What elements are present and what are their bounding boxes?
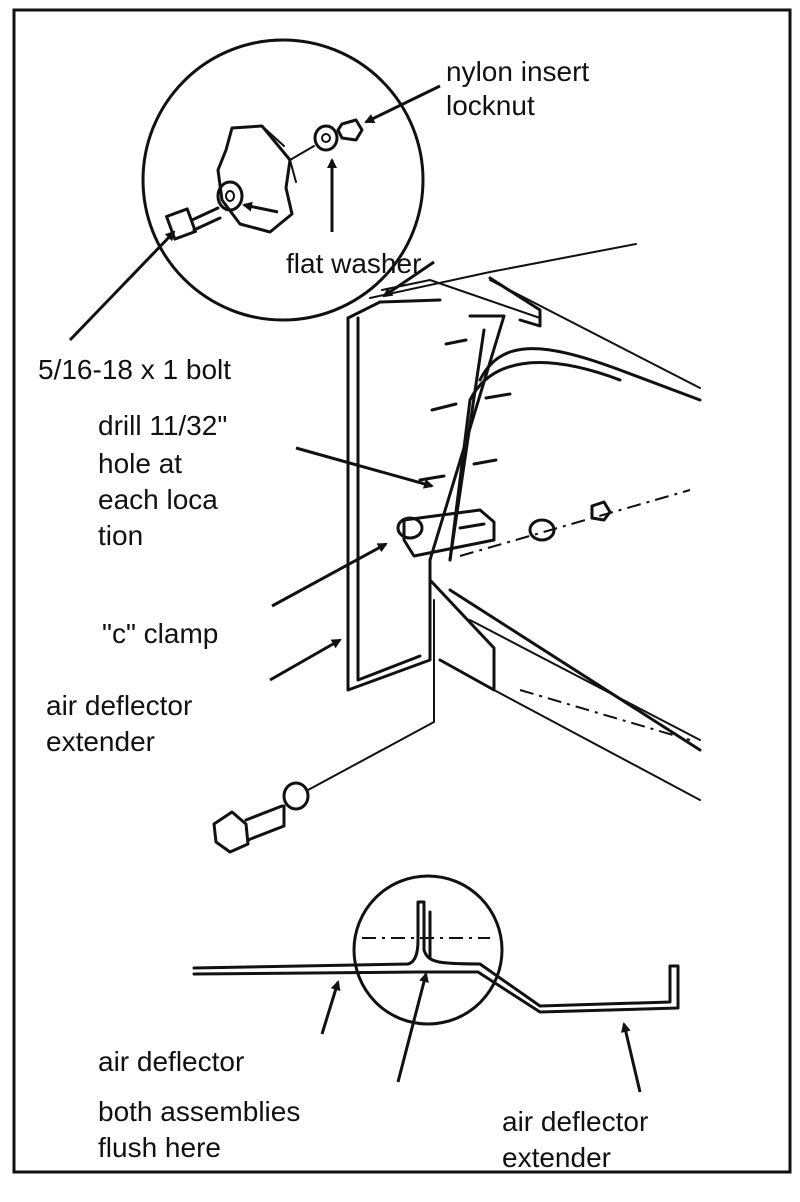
washer-icon [216, 180, 244, 212]
label-locknut: locknut [446, 90, 535, 121]
page-border [12, 8, 792, 1174]
detail-circle-hardware [141, 38, 425, 322]
bolt-icon [165, 206, 222, 241]
label-flush-1: both assemblies [98, 1096, 301, 1127]
flush-detail [192, 874, 680, 1026]
flat-washer-icon [313, 124, 339, 152]
label-flush-2: flush here [98, 1132, 221, 1163]
c-clamp-icon [396, 508, 496, 558]
label-nylon-insert: nylon insert [446, 56, 590, 87]
label-extender-1: air deflector [46, 690, 193, 721]
label-drill-3: each loca [98, 484, 218, 515]
locknut-icon [336, 118, 364, 142]
label-drill-1: drill 11/32" [98, 410, 228, 441]
air-deflector-assembly [212, 243, 702, 854]
right-nut-icon [590, 500, 612, 522]
label-extender2-1: air deflector [502, 1106, 649, 1137]
right-washer-icon [528, 518, 556, 542]
label-extender-2: extender [46, 726, 155, 757]
label-bolt: 5/16-18 x 1 bolt [38, 354, 232, 385]
label-c-clamp: "c" clamp [102, 618, 219, 649]
label-flat-washer: flat washer [286, 248, 422, 279]
label-drill-2: hole at [98, 448, 183, 479]
label-extender2-2: extender [502, 1142, 611, 1173]
bottom-bolt-icon [212, 781, 310, 854]
label-drill-4: tion [98, 520, 144, 551]
label-air-deflector: air deflector [98, 1046, 245, 1077]
